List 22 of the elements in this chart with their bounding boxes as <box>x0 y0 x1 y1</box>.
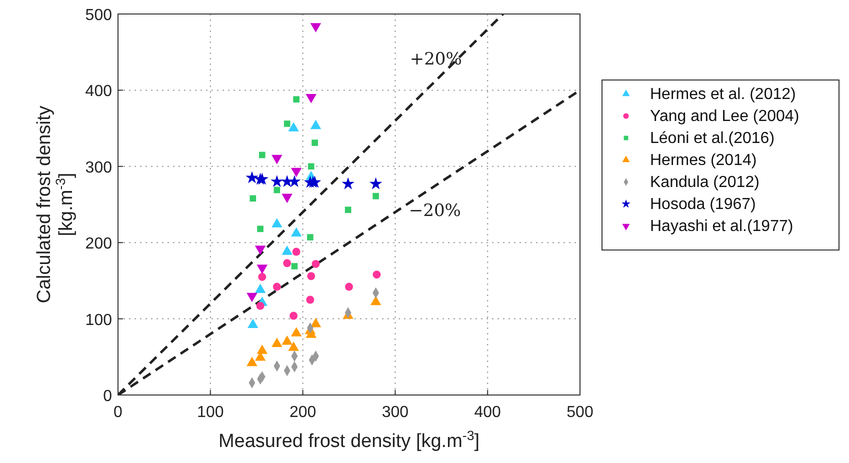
x-tick-label: 100 <box>197 404 224 421</box>
annotation: −20% <box>408 200 461 221</box>
y-tick-label: 400 <box>85 83 112 100</box>
x-tick-label: 300 <box>382 404 409 421</box>
y-tick-label: 0 <box>103 388 112 405</box>
legend-label: Léoni et al.(2016) <box>650 130 775 147</box>
annotation: +20% <box>410 49 462 70</box>
legend-label: Hermes et al. (2012) <box>650 86 796 103</box>
y-tick-label: 200 <box>85 236 112 253</box>
y-tick-label: 100 <box>85 312 112 329</box>
y-tick-label: 500 <box>85 7 112 24</box>
x-tick-label: 0 <box>114 404 123 421</box>
legend-label: Yang and Lee (2004) <box>650 108 800 125</box>
legend-label: Hayashi et al.(1977) <box>650 218 794 235</box>
y-tick-label: 300 <box>85 159 112 176</box>
x-tick-label: 500 <box>566 404 594 421</box>
x-tick-label: 400 <box>474 404 502 421</box>
x-axis-title: Measured frost density [kg.m$^{-3}$] <box>218 428 480 452</box>
x-tick-label: 200 <box>289 404 316 421</box>
legend-label: Kandula (2012) <box>650 174 760 191</box>
legend-label: Hosoda (1967) <box>650 196 756 213</box>
legend-label: Hermes (2014) <box>650 152 757 169</box>
